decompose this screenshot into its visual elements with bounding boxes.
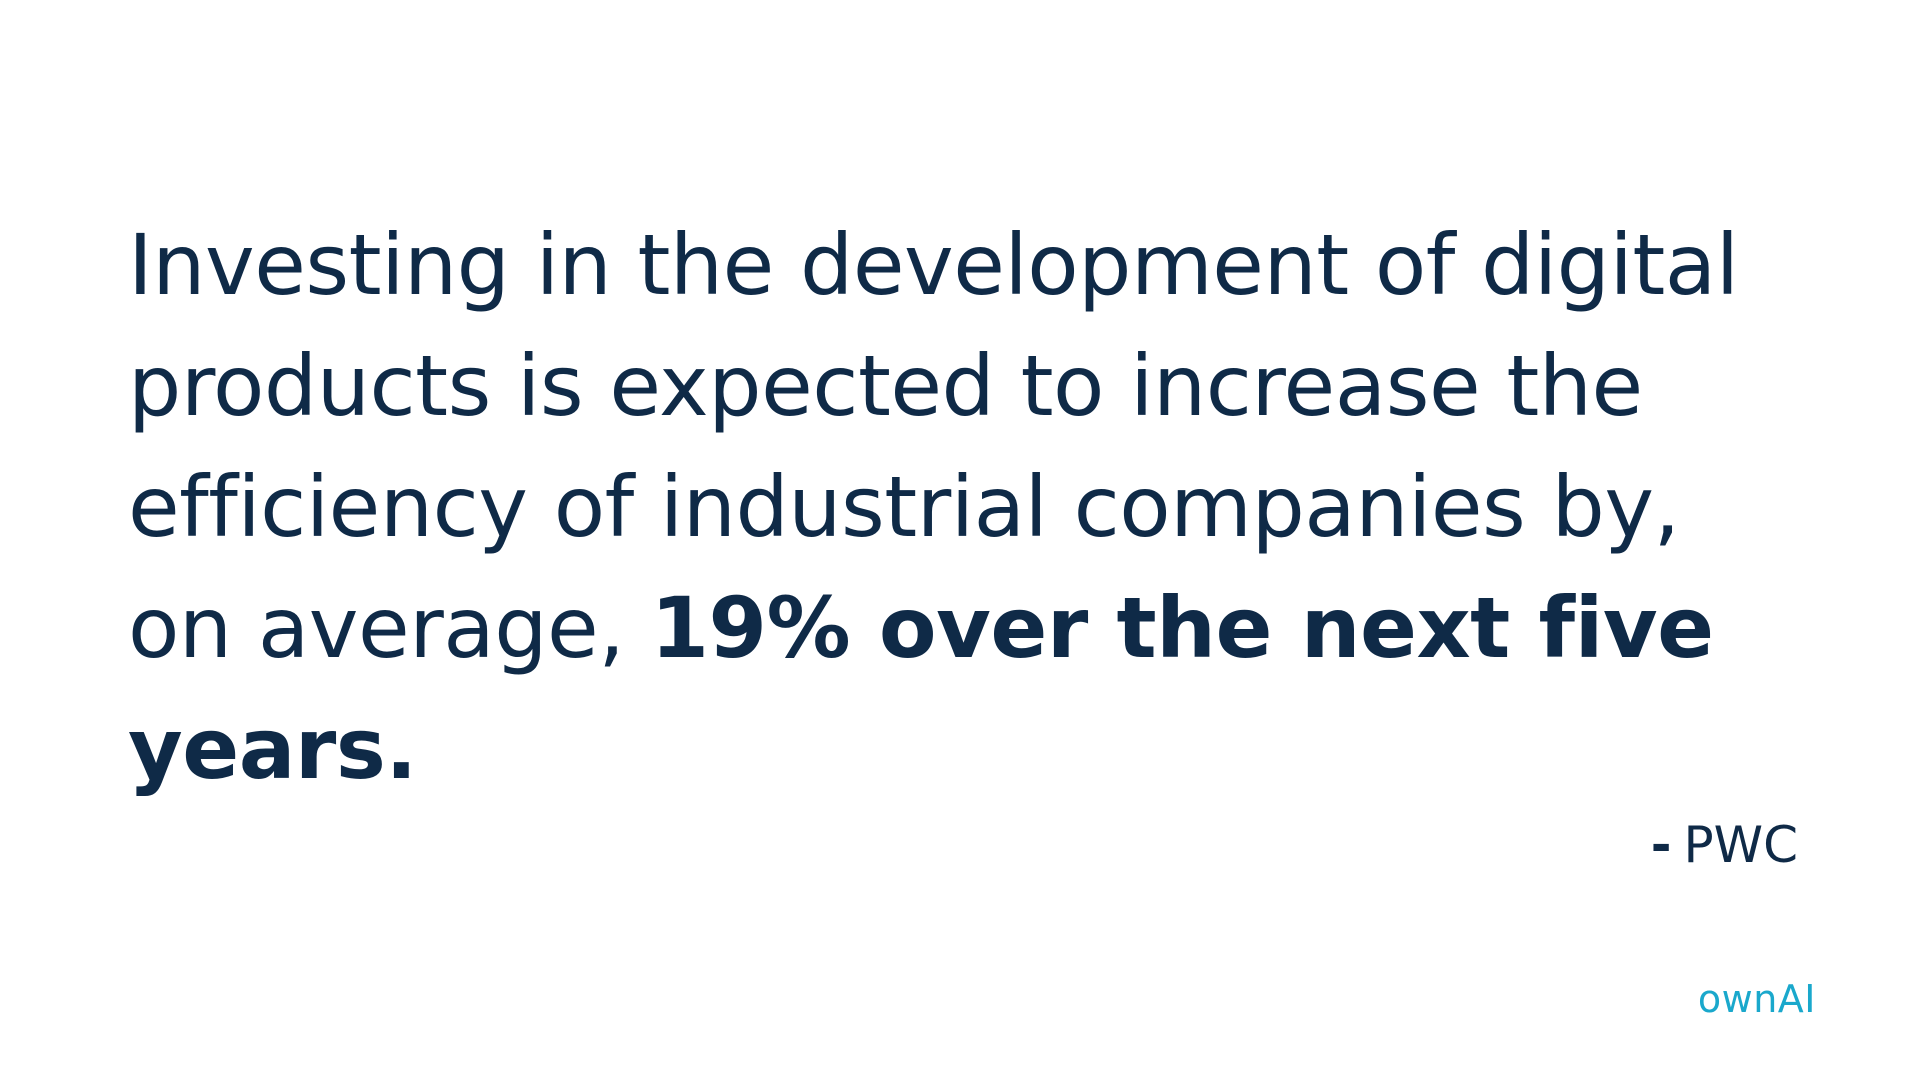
quote-line-3: efficiency of industrial companies by, bbox=[128, 458, 1680, 556]
logo-text-ai: AI bbox=[1777, 977, 1816, 1021]
quote-highlight-end: years. bbox=[128, 700, 417, 798]
quote-line-5: years. bbox=[128, 689, 1828, 810]
quote-line-4: on average, 19% over the next five bbox=[128, 568, 1828, 689]
attribution-dash: - bbox=[1650, 816, 1672, 874]
quote-highlight: 19% over the next five bbox=[650, 579, 1715, 677]
attribution: - PWC bbox=[1651, 815, 1798, 875]
quote-line-2: products is expected to increase the bbox=[128, 337, 1643, 435]
quote-line-1: Investing in the development of digital bbox=[128, 216, 1739, 314]
quote-line-4-plain: on average, bbox=[128, 579, 651, 677]
attribution-source: PWC bbox=[1683, 816, 1798, 874]
quote-text: Investing in the development of digital … bbox=[128, 205, 1828, 810]
ownai-logo: ownAI bbox=[1698, 976, 1816, 1022]
logo-text-own: own bbox=[1697, 977, 1778, 1021]
